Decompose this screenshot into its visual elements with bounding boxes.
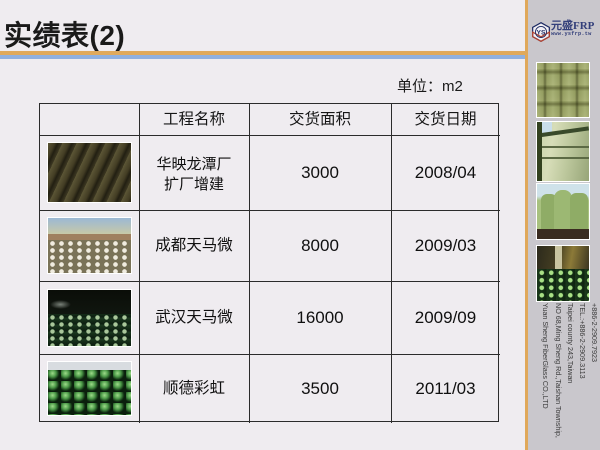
svg-text:YS: YS: [537, 30, 546, 37]
